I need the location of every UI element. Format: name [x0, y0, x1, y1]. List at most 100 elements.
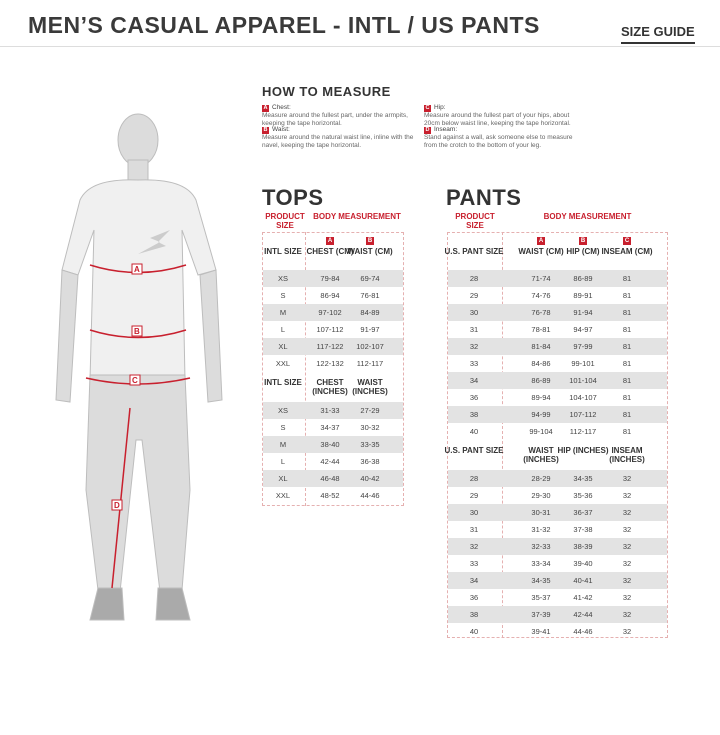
- table-cell: 40: [469, 427, 479, 436]
- table-row: XS 31-33 27-29: [263, 402, 403, 419]
- table-cell: 32: [622, 491, 632, 500]
- column-badge: A: [537, 237, 545, 245]
- table-cell: XL: [278, 474, 288, 483]
- table-cell: 81: [622, 359, 632, 368]
- column-header: HIP (INCHES): [557, 446, 609, 455]
- table-cell: 99-104: [529, 427, 553, 436]
- table-cell: 74-76: [531, 291, 551, 300]
- table-cell: 32-33: [531, 542, 551, 551]
- tops-divider: [305, 232, 306, 506]
- table-cell: 38-39: [573, 542, 593, 551]
- table-row: 40 99-104 112-117 81: [448, 423, 667, 440]
- table-cell: 44-46: [573, 627, 593, 636]
- table-cell: 29: [469, 491, 479, 500]
- table-cell: 31-33: [320, 406, 340, 415]
- table-cell: 30-31: [531, 508, 551, 517]
- table-cell: 99-101: [571, 359, 595, 368]
- marker-a: A: [134, 265, 140, 274]
- table-cell: 76-81: [360, 291, 380, 300]
- table-cell: 37-39: [531, 610, 551, 619]
- table-cell: 91-97: [360, 325, 380, 334]
- table-row: 31 78-81 94-97 81: [448, 321, 667, 338]
- table-cell: 112-117: [569, 427, 597, 436]
- table-cell: 30: [469, 508, 479, 517]
- table-cell: 81: [622, 393, 632, 402]
- table-cell: 32: [622, 525, 632, 534]
- tops-body-measurement-label: BODY MEASUREMENT: [313, 212, 401, 221]
- pants-title: PANTS: [446, 185, 522, 210]
- tops-table-border: [262, 232, 404, 506]
- measure-label: Inseam:: [434, 126, 458, 133]
- measure-item-hip: C Hip: Measure around the fullest part of …: [424, 104, 584, 128]
- table-cell: 39-40: [573, 559, 593, 568]
- table-cell: 38: [469, 410, 479, 419]
- pants-product-size-label: PRODUCT SIZE: [455, 212, 495, 230]
- table-cell: 31: [469, 525, 479, 534]
- table-cell: 31: [469, 325, 479, 334]
- column-badge: B: [366, 237, 374, 245]
- table-cell: 38-40: [320, 440, 340, 449]
- table-cell: 29-30: [531, 491, 551, 500]
- table-cell: 89-94: [531, 393, 551, 402]
- measure-text: Measure around the fullest part, under t…: [262, 112, 408, 127]
- table-cell: 34-35: [573, 474, 593, 483]
- table-cell: 104-107: [569, 393, 597, 402]
- table-row: 28 28-29 34-35 32: [448, 470, 667, 487]
- table-cell: 35-36: [573, 491, 593, 500]
- table-cell: 41-42: [573, 593, 593, 602]
- table-cell: 42-44: [573, 610, 593, 619]
- table-cell: 32: [469, 542, 479, 551]
- table-cell: 40: [469, 627, 479, 636]
- table-cell: 107-112: [569, 410, 597, 419]
- table-cell: 71-74: [531, 274, 551, 283]
- table-row: 28 71-74 86-89 81: [448, 270, 667, 287]
- table-cell: 32: [622, 627, 632, 636]
- table-row: XS 79-84 69-74: [263, 270, 403, 287]
- table-cell: 32: [622, 559, 632, 568]
- table-row: 34 86-89 101-104 81: [448, 372, 667, 389]
- table-cell: 81: [622, 427, 632, 436]
- table-cell: 32: [622, 593, 632, 602]
- table-cell: 42-44: [320, 457, 340, 466]
- table-cell: XL: [278, 342, 288, 351]
- table-row: 32 81-84 97-99 81: [448, 338, 667, 355]
- table-cell: 32: [622, 576, 632, 585]
- size-guide-link[interactable]: SIZE GUIDE: [621, 24, 695, 44]
- table-cell: 78-81: [531, 325, 551, 334]
- divider: [0, 46, 720, 47]
- column-header: U.S. PANT SIZE: [444, 446, 504, 455]
- column-header: U.S. PANT SIZE: [444, 247, 504, 256]
- table-cell: 32: [469, 342, 479, 351]
- table-cell: 81: [622, 342, 632, 351]
- table-cell: 84-89: [360, 308, 380, 317]
- table-cell: XS: [277, 274, 289, 283]
- column-header: WAIST (CM): [347, 247, 393, 256]
- table-row: L 42-44 36-38: [263, 453, 403, 470]
- table-cell: XXL: [275, 491, 291, 500]
- table-cell: 31-32: [531, 525, 551, 534]
- column-badge: C: [623, 237, 631, 245]
- table-cell: 107-112: [316, 325, 344, 334]
- column-badge: A: [326, 237, 334, 245]
- measure-text: Measure around the natural waist line, i…: [262, 134, 414, 149]
- column-header: WAIST (INCHES): [352, 378, 388, 396]
- column-badge: B: [579, 237, 587, 245]
- letter-badge: B: [262, 127, 269, 134]
- table-cell: 32: [622, 474, 632, 483]
- table-cell: 39-41: [531, 627, 551, 636]
- measure-label: Waist:: [272, 126, 290, 133]
- table-row: 38 94-99 107-112 81: [448, 406, 667, 423]
- table-cell: 32: [622, 610, 632, 619]
- table-cell: 36: [469, 593, 479, 602]
- table-cell: 37-38: [573, 525, 593, 534]
- measure-item-chest: A Chest: Measure around the fullest part, …: [262, 104, 422, 128]
- table-cell: 27-29: [360, 406, 380, 415]
- table-cell: 94-99: [531, 410, 551, 419]
- table-cell: 32: [622, 508, 632, 517]
- table-cell: 29: [469, 291, 479, 300]
- column-header: HIP (CM): [566, 247, 600, 256]
- table-cell: 81: [622, 325, 632, 334]
- table-cell: S: [280, 423, 286, 432]
- marker-d: D: [114, 501, 120, 510]
- letter-badge: D: [424, 127, 431, 134]
